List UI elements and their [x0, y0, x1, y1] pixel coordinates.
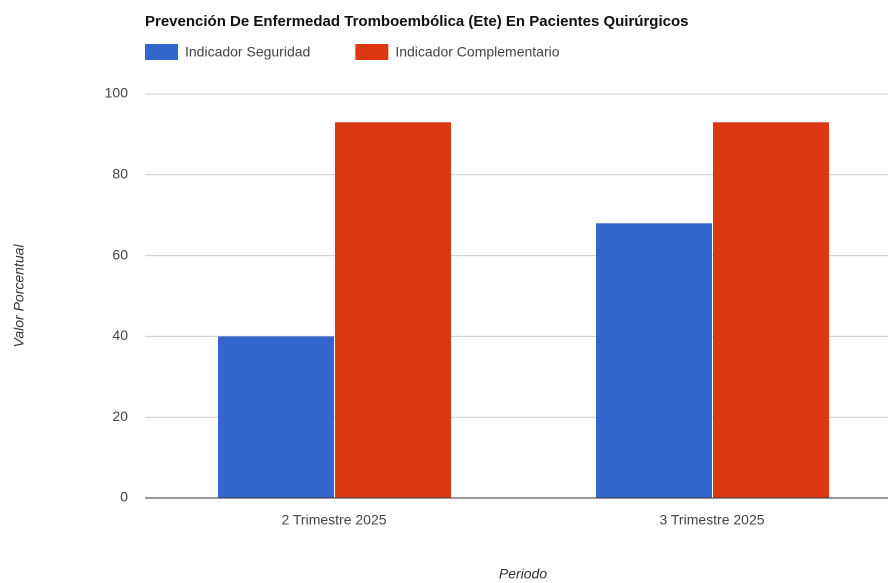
y-tick-label: 20: [112, 408, 128, 424]
chart-title: Prevención De Enfermedad Tromboembólica …: [145, 13, 688, 30]
y-tick-label: 0: [120, 489, 128, 505]
bar: [218, 336, 334, 498]
bar: [596, 223, 712, 498]
legend-swatch: [145, 44, 178, 60]
legend-swatch: [355, 44, 389, 60]
y-tick-label: 60: [112, 246, 128, 262]
y-axis-title: Valor Porcentual: [11, 244, 27, 348]
bar: [713, 122, 829, 498]
bar: [335, 122, 451, 498]
x-axis-title: Periodo: [499, 566, 547, 582]
y-tick-label: 80: [112, 166, 128, 182]
y-tick-label: 40: [112, 327, 128, 343]
x-tick-label: 2 Trimestre 2025: [281, 512, 386, 528]
legend-label: Indicador Complementario: [395, 44, 559, 60]
x-tick-label: 3 Trimestre 2025: [659, 512, 764, 528]
legend-label: Indicador Seguridad: [185, 44, 310, 60]
y-tick-label: 100: [105, 85, 129, 101]
